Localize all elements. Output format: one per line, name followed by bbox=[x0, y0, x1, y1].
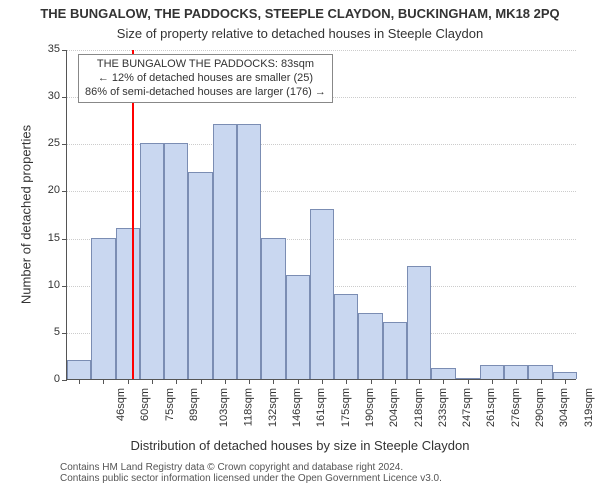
ytick-label: 20 bbox=[36, 184, 60, 196]
xtick-label: 146sqm bbox=[291, 388, 303, 427]
property-marker-infobox: THE BUNGALOW THE PADDOCKS: 83sqm← 12% of… bbox=[78, 54, 333, 103]
xtick-mark bbox=[79, 379, 80, 384]
xtick-mark bbox=[516, 379, 517, 384]
xtick-mark bbox=[395, 379, 396, 384]
chart-main-title: THE BUNGALOW, THE PADDOCKS, STEEPLE CLAY… bbox=[0, 6, 600, 21]
xtick-label: 75sqm bbox=[164, 388, 176, 421]
footer-line-2: Contains public sector information licen… bbox=[60, 473, 442, 484]
ytick-label: 30 bbox=[36, 90, 60, 102]
ytick-mark bbox=[62, 144, 67, 145]
histogram-bar bbox=[116, 228, 140, 379]
xtick-mark bbox=[346, 379, 347, 384]
xtick-label: 60sqm bbox=[139, 388, 151, 421]
histogram-bar bbox=[407, 266, 431, 379]
xtick-mark bbox=[298, 379, 299, 384]
ytick-mark bbox=[62, 380, 67, 381]
xtick-mark bbox=[443, 379, 444, 384]
histogram-bar bbox=[431, 368, 455, 379]
ytick-label: 15 bbox=[36, 232, 60, 244]
xtick-label: 276sqm bbox=[510, 388, 522, 427]
histogram-bar bbox=[383, 322, 407, 379]
ytick-label: 0 bbox=[36, 373, 60, 385]
xtick-mark bbox=[128, 379, 129, 384]
ytick-label: 5 bbox=[36, 326, 60, 338]
xtick-label: 261sqm bbox=[486, 388, 498, 427]
histogram-bar bbox=[164, 143, 188, 379]
histogram-bar bbox=[480, 365, 504, 379]
xtick-mark bbox=[103, 379, 104, 384]
xtick-label: 218sqm bbox=[413, 388, 425, 427]
footer-line-1: Contains HM Land Registry data © Crown c… bbox=[60, 462, 442, 473]
histogram-bar bbox=[188, 172, 212, 379]
infobox-line: ← 12% of detached houses are smaller (25… bbox=[85, 72, 326, 86]
xtick-label: 190sqm bbox=[364, 388, 376, 427]
xtick-label: 118sqm bbox=[242, 388, 254, 426]
xtick-mark bbox=[176, 379, 177, 384]
xtick-mark bbox=[541, 379, 542, 384]
ytick-mark bbox=[62, 239, 67, 240]
histogram-bar bbox=[504, 365, 528, 379]
ytick-mark bbox=[62, 333, 67, 334]
footer-attribution: Contains HM Land Registry data © Crown c… bbox=[60, 462, 442, 484]
xtick-mark bbox=[249, 379, 250, 384]
histogram-bar bbox=[310, 209, 334, 379]
xtick-mark bbox=[419, 379, 420, 384]
xtick-mark bbox=[565, 379, 566, 384]
gridline bbox=[67, 50, 576, 51]
xtick-label: 161sqm bbox=[316, 388, 328, 427]
histogram-bar bbox=[334, 294, 358, 379]
xtick-mark bbox=[225, 379, 226, 384]
histogram-bar bbox=[553, 372, 577, 379]
ytick-mark bbox=[62, 97, 67, 98]
xtick-label: 175sqm bbox=[340, 388, 352, 427]
histogram-bar bbox=[237, 124, 261, 379]
xtick-label: 204sqm bbox=[388, 388, 400, 427]
xtick-label: 304sqm bbox=[558, 388, 570, 427]
ytick-mark bbox=[62, 286, 67, 287]
histogram-bar bbox=[286, 275, 310, 379]
xtick-label: 290sqm bbox=[534, 388, 546, 427]
xtick-label: 247sqm bbox=[461, 388, 473, 427]
xtick-label: 233sqm bbox=[437, 388, 449, 427]
histogram-bar bbox=[261, 238, 285, 379]
xtick-mark bbox=[492, 379, 493, 384]
chart-sub-title: Size of property relative to detached ho… bbox=[0, 26, 600, 41]
histogram-bar bbox=[213, 124, 237, 379]
ytick-mark bbox=[62, 50, 67, 51]
y-axis-label: Number of detached properties bbox=[19, 50, 34, 380]
xtick-mark bbox=[201, 379, 202, 384]
histogram-bar bbox=[67, 360, 91, 379]
histogram-bar bbox=[140, 143, 164, 379]
xtick-mark bbox=[371, 379, 372, 384]
ytick-mark bbox=[62, 191, 67, 192]
histogram-bar bbox=[91, 238, 115, 379]
xtick-label: 103sqm bbox=[218, 388, 230, 427]
ytick-label: 10 bbox=[36, 279, 60, 291]
infobox-line: 86% of semi-detached houses are larger (… bbox=[85, 86, 326, 100]
xtick-mark bbox=[468, 379, 469, 384]
ytick-label: 25 bbox=[36, 137, 60, 149]
xtick-label: 319sqm bbox=[583, 388, 595, 427]
histogram-bar bbox=[358, 313, 382, 379]
ytick-label: 35 bbox=[36, 43, 60, 55]
infobox-line: THE BUNGALOW THE PADDOCKS: 83sqm bbox=[85, 58, 326, 72]
xtick-label: 46sqm bbox=[115, 388, 127, 421]
xtick-label: 89sqm bbox=[188, 388, 200, 421]
histogram-bar bbox=[528, 365, 552, 379]
xtick-label: 132sqm bbox=[267, 388, 279, 427]
x-axis-label: Distribution of detached houses by size … bbox=[0, 438, 600, 453]
xtick-mark bbox=[152, 379, 153, 384]
xtick-mark bbox=[273, 379, 274, 384]
xtick-mark bbox=[322, 379, 323, 384]
